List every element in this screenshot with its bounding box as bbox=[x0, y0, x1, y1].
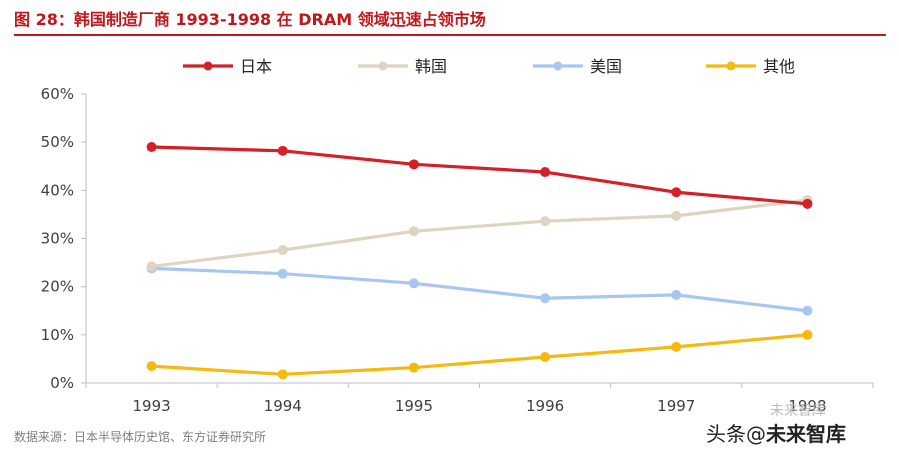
data-point bbox=[146, 141, 157, 152]
y-tick-label: 50% bbox=[41, 133, 74, 151]
x-tick-label: 1996 bbox=[526, 397, 564, 415]
series-line bbox=[151, 145, 808, 206]
series-line bbox=[151, 266, 808, 313]
x-tick-label: 1994 bbox=[264, 397, 302, 415]
watermark-prefix: 头条 bbox=[706, 422, 746, 446]
data-point bbox=[671, 187, 682, 198]
watermark-small: 未来智库 bbox=[770, 403, 826, 419]
y-tick-label: 20% bbox=[41, 278, 74, 296]
data-point bbox=[408, 362, 419, 373]
legend-label: 其他 bbox=[763, 57, 795, 76]
chart-series bbox=[146, 141, 813, 380]
series-其他 bbox=[146, 329, 813, 380]
data-point bbox=[671, 289, 682, 300]
data-point bbox=[408, 278, 419, 289]
series-line bbox=[151, 198, 808, 269]
x-tick-label: 1993 bbox=[132, 397, 170, 415]
data-point bbox=[540, 293, 551, 304]
legend-label: 美国 bbox=[590, 57, 622, 76]
legend-marker bbox=[553, 61, 563, 71]
data-point bbox=[802, 329, 813, 340]
y-tick-label: 30% bbox=[41, 230, 74, 248]
series-美国 bbox=[146, 263, 813, 316]
chart-title: 图 28：韩国制造厂商 1993-1998 在 DRAM 领域迅速占领市场 bbox=[14, 10, 486, 29]
watermark-name: 未来智库 bbox=[766, 422, 846, 446]
data-point bbox=[277, 145, 288, 156]
data-point bbox=[671, 341, 682, 352]
data-point bbox=[408, 226, 419, 237]
y-tick-label: 40% bbox=[41, 181, 74, 199]
source-note: 数据来源：日本半导体历史馆、东方证券研究所 bbox=[14, 430, 267, 444]
series-日本 bbox=[146, 141, 813, 209]
data-point bbox=[146, 261, 157, 272]
x-tick-label: 1998 bbox=[788, 397, 826, 415]
legend-label: 韩国 bbox=[415, 57, 447, 76]
data-point bbox=[802, 198, 813, 209]
series-韩国 bbox=[146, 194, 813, 272]
x-tick-label: 1995 bbox=[395, 397, 433, 415]
watermark-banner: 头条@未来智库 bbox=[706, 418, 846, 447]
y-tick-label: 60% bbox=[41, 85, 74, 103]
data-point bbox=[277, 369, 288, 380]
legend-marker bbox=[203, 61, 213, 71]
data-point bbox=[802, 305, 813, 316]
data-point bbox=[146, 361, 157, 372]
series-line bbox=[151, 333, 808, 376]
legend-marker bbox=[726, 61, 736, 71]
data-point bbox=[540, 216, 551, 227]
x-tick-label: 1997 bbox=[657, 397, 695, 415]
data-point bbox=[277, 268, 288, 279]
data-point bbox=[540, 351, 551, 362]
y-tick-label: 10% bbox=[41, 326, 74, 344]
title-divider bbox=[14, 34, 886, 36]
y-tick-label: 0% bbox=[50, 374, 74, 392]
data-point bbox=[671, 210, 682, 221]
legend-label: 日本 bbox=[240, 57, 272, 76]
chart-legend: 日本 韩国 美国 其他 bbox=[183, 57, 795, 76]
legend-marker bbox=[378, 61, 388, 71]
chart-axes: 0% 10% 20% 30% 40% 50% 60% 1993 1994 1995 1996 1997… bbox=[41, 85, 874, 415]
data-point bbox=[408, 159, 419, 170]
data-point bbox=[540, 167, 551, 178]
watermark-at: @ bbox=[746, 422, 766, 446]
data-point bbox=[277, 245, 288, 256]
